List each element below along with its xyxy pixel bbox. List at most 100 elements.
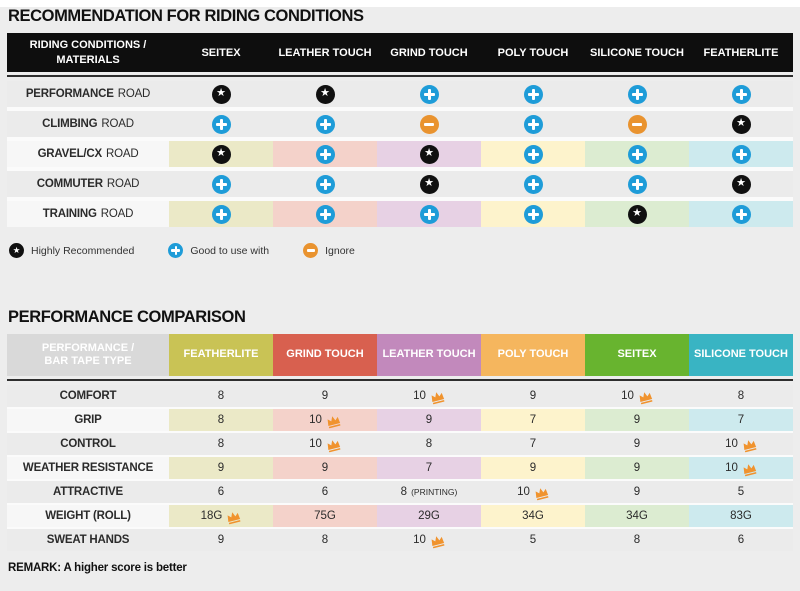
score-cell: 9	[169, 529, 273, 551]
score-value: 10	[309, 438, 322, 450]
tape-column-header: SILICONE TOUCH	[689, 334, 793, 376]
tape-column-header: POLY TOUCH	[481, 334, 585, 376]
score-cell-content: 29G	[418, 510, 440, 522]
score-cell: 10	[377, 385, 481, 407]
score-value: 34G	[522, 510, 544, 522]
riding-cell	[377, 201, 481, 227]
score-cell: 75G	[273, 505, 377, 527]
riding-cell	[689, 141, 793, 167]
score-cell-content: 10	[413, 532, 447, 549]
score-value: 9	[425, 414, 433, 426]
score-value: 6	[737, 534, 745, 546]
score-cell-content: 8 (PRINTING)	[401, 486, 458, 498]
tape-column-header-label: SILICONE TOUCH	[694, 348, 788, 361]
score-value: 10	[725, 462, 738, 474]
plus-icon	[731, 144, 751, 164]
star-icon	[731, 174, 751, 194]
riding-cell	[585, 171, 689, 197]
riding-column-header: LEATHER TOUCH	[273, 33, 377, 72]
score-value: 5	[737, 486, 745, 498]
riding-cell	[273, 111, 377, 137]
score-cell-content: 7	[738, 414, 744, 426]
score-value: 9	[529, 462, 537, 474]
riding-header-row: RIDING CONDITIONS / MATERIALS SEITEX LEAT…	[7, 33, 793, 72]
score-cell: 9	[585, 481, 689, 503]
riding-condition-suffix: ROAD	[106, 178, 140, 190]
score-cell-content: 9	[634, 462, 640, 474]
plus-icon	[523, 174, 543, 194]
riding-row: CLIMBING ROAD	[7, 111, 793, 137]
score-value: 10	[725, 438, 738, 450]
riding-column-header-label: SEITEX	[201, 46, 241, 59]
riding-cell	[689, 81, 793, 107]
plus-icon	[419, 204, 439, 224]
riding-cell	[273, 141, 377, 167]
plus-icon	[627, 174, 647, 194]
score-cell: 7	[377, 457, 481, 479]
performance-metric-name: WEIGHT (ROLL)	[45, 510, 131, 522]
performance-row-label: CONTROL	[7, 433, 169, 455]
riding-column-header: FEATHERLITE	[689, 33, 793, 72]
riding-row: PERFORMANCE ROAD	[7, 81, 793, 107]
riding-cell	[585, 111, 689, 137]
riding-cell	[169, 171, 273, 197]
performance-corner-header: PERFORMANCE / BAR TAPE TYPE	[7, 334, 169, 376]
score-cell: 7	[481, 433, 585, 455]
score-value: 10	[517, 486, 530, 498]
crown-icon	[429, 389, 447, 405]
crown-icon	[741, 461, 759, 477]
riding-cell	[585, 141, 689, 167]
crown-icon	[429, 533, 447, 549]
riding-cell	[377, 141, 481, 167]
tape-column-header-label: GRIND TOUCH	[286, 348, 364, 361]
riding-corner-header: RIDING CONDITIONS / MATERIALS	[29, 39, 147, 66]
score-value: 5	[529, 534, 537, 546]
plus-icon	[523, 204, 543, 224]
score-value: 8	[217, 390, 225, 402]
header-divider	[7, 379, 793, 381]
score-cell: 5	[689, 481, 793, 503]
legend: Highly Recommended Good to use with Ignore	[9, 243, 793, 258]
score-cell-content: 34G	[522, 510, 544, 522]
score-value: 7	[529, 414, 537, 426]
score-cell: 9	[169, 457, 273, 479]
score-cell: 10	[377, 529, 481, 551]
score-cell: 9	[585, 409, 689, 431]
plus-icon	[315, 144, 335, 164]
score-cell: 83G	[689, 505, 793, 527]
riding-cell	[481, 171, 585, 197]
riding-column-header: GRIND TOUCH	[377, 33, 481, 72]
performance-row: COMFORT 8 9 10 9 10 8	[7, 385, 793, 407]
score-cell-content: 7	[426, 462, 432, 474]
score-cell-content: 6	[218, 486, 224, 498]
performance-row: SWEAT HANDS 9 8 10 5 8 6	[7, 529, 793, 551]
score-cell-content: 8	[218, 438, 224, 450]
score-cell: 9	[481, 385, 585, 407]
score-cell-content: 8	[322, 534, 328, 546]
riding-cell	[585, 81, 689, 107]
plus-icon	[211, 204, 231, 224]
score-value: 9	[633, 438, 641, 450]
riding-cell	[169, 141, 273, 167]
score-cell: 10	[273, 409, 377, 431]
riding-cell	[481, 81, 585, 107]
score-cell-content: 5	[530, 534, 536, 546]
star-icon	[419, 144, 439, 164]
riding-condition-name: COMMUTER	[36, 178, 103, 190]
performance-row: ATTRACTIVE 6 6 8 (PRINTING) 10 9 5	[7, 481, 793, 503]
score-cell-content: 10	[725, 436, 757, 453]
riding-cell	[273, 171, 377, 197]
page: RECOMMENDATION FOR RIDING CONDITIONS RID…	[0, 7, 800, 574]
legend-item: Good to use with	[168, 243, 269, 258]
crown-icon	[225, 509, 243, 525]
riding-row-label: COMMUTER ROAD	[7, 171, 169, 197]
riding-row-label: GRAVEL/CX ROAD	[7, 141, 169, 167]
plus-icon	[523, 114, 543, 134]
performance-row-label: SWEAT HANDS	[7, 529, 169, 551]
minus-icon	[627, 114, 647, 134]
star-icon	[211, 144, 231, 164]
plus-icon	[523, 144, 543, 164]
riding-column-header: SEITEX	[169, 33, 273, 72]
riding-column-header-label: POLY TOUCH	[497, 46, 569, 59]
riding-row-label: CLIMBING ROAD	[7, 111, 169, 137]
